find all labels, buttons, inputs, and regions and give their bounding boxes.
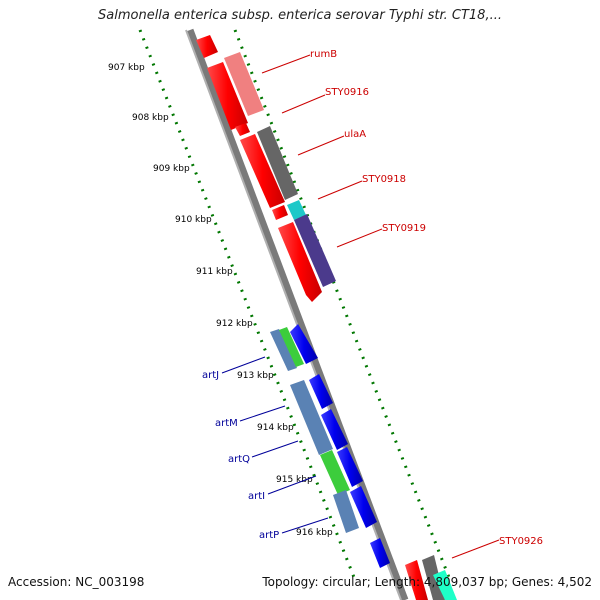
gene-block[interactable] [224, 52, 264, 116]
tick-label: 907 kbp [108, 63, 145, 73]
map-title: Salmonella enterica subsp. enterica sero… [98, 8, 502, 23]
gene-block[interactable] [196, 35, 218, 58]
gene-block[interactable] [270, 329, 297, 371]
gene-arrow[interactable] [309, 374, 333, 409]
gene-arrow[interactable] [350, 486, 377, 528]
reverse-gene-labels: artJ artM artQ artI artP [202, 356, 329, 541]
tick-label: 916 kbp [296, 528, 333, 538]
tick-label: 913 kbp [237, 371, 274, 381]
gene-block[interactable] [333, 490, 359, 533]
gene-label-artM[interactable]: artM [215, 418, 238, 429]
tick-labels: 907 kbp 908 kbp 909 kbp 910 kbp 911 kbp … [108, 63, 333, 538]
tick-label: 909 kbp [153, 164, 190, 174]
gene-arrow[interactable] [272, 205, 288, 220]
genome-summary-text: Topology: circular; Length: 4,809,037 bp… [262, 575, 592, 589]
gene-block[interactable] [422, 555, 445, 600]
gene-label-STY0926[interactable]: STY0926 [499, 536, 543, 547]
tick-label: 915 kbp [276, 475, 313, 485]
gene-arrow[interactable] [278, 222, 322, 302]
gene-block[interactable] [294, 214, 336, 287]
tick-label: 910 kbp [175, 215, 212, 225]
gene-label-artJ[interactable]: artJ [202, 370, 219, 381]
gene-block[interactable] [279, 327, 304, 367]
reverse-features [270, 324, 390, 568]
gene-label-artP[interactable]: artP [259, 530, 279, 541]
gene-label-artQ[interactable]: artQ [228, 454, 250, 465]
accession-text: Accession: NC_003198 [8, 575, 145, 589]
gene-label-rumB[interactable]: rumB [310, 49, 337, 60]
tick-label: 912 kbp [216, 319, 253, 329]
forward-gene-labels: rumB STY0916 ulaA STY0918 STY0919 STY092… [261, 49, 543, 559]
gene-block[interactable] [433, 570, 457, 600]
gene-arrow[interactable] [235, 123, 250, 136]
gene-label-STY0916[interactable]: STY0916 [325, 87, 369, 98]
forward-features [196, 35, 457, 600]
gene-block[interactable] [320, 450, 350, 495]
gene-arrow[interactable] [337, 447, 363, 487]
gene-block[interactable] [257, 126, 298, 200]
gene-label-ulaA[interactable]: ulaA [344, 129, 366, 140]
gene-label-STY0918[interactable]: STY0918 [362, 174, 406, 185]
tick-label: 911 kbp [196, 267, 233, 277]
tick-label: 914 kbp [257, 423, 294, 433]
gene-block[interactable] [287, 200, 306, 220]
gene-arrow[interactable] [321, 409, 348, 450]
gene-label-STY0919[interactable]: STY0919 [382, 223, 426, 234]
gene-block[interactable] [405, 560, 428, 600]
gene-block[interactable] [207, 62, 248, 130]
gene-block[interactable] [240, 134, 285, 208]
gene-arrow[interactable] [290, 324, 318, 364]
gene-block[interactable] [290, 380, 333, 455]
gene-label-artI[interactable]: artI [248, 491, 265, 502]
tick-label: 908 kbp [132, 113, 169, 123]
gene-arrow[interactable] [370, 538, 390, 568]
